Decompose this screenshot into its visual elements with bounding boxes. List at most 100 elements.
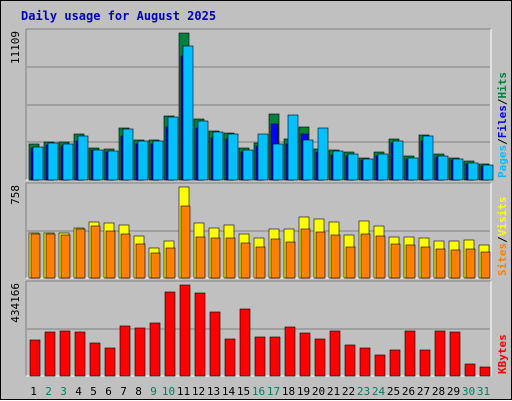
bar-pages-day-14 (227, 133, 239, 181)
bar-kbytes-day-17 (269, 336, 281, 377)
bar-sites-day-2 (45, 233, 56, 279)
legend-hits: Hits (496, 72, 509, 99)
bar-pages-day-6 (107, 150, 119, 181)
bar-sites-day-3 (60, 234, 71, 279)
bar-kbytes-day-16 (254, 336, 266, 377)
bar-kbytes-day-12 (194, 292, 206, 377)
bar-kbytes-day-23 (359, 347, 371, 377)
bar-sites-day-30 (465, 248, 476, 279)
bar-kbytes-day-22 (344, 344, 356, 377)
x-tick-day-26: 26 (402, 385, 415, 398)
bar-pages-day-13 (212, 131, 224, 181)
x-tick-day-21: 21 (327, 385, 340, 398)
bar-kbytes-day-21 (329, 330, 341, 377)
bar-sites-day-18 (285, 241, 296, 279)
bar-pages-day-21 (332, 150, 344, 181)
x-tick-day-25: 25 (387, 385, 400, 398)
bar-sites-day-9 (150, 252, 161, 279)
bar-pages-day-5 (92, 149, 104, 181)
bar-kbytes-day-8 (134, 327, 146, 377)
bar-kbytes-day-2 (44, 331, 56, 377)
legend-separator: / (496, 236, 509, 243)
bar-sites-day-14 (225, 237, 236, 279)
bar-kbytes-day-25 (389, 349, 401, 377)
x-tick-day-23: 23 (357, 385, 370, 398)
x-tick-day-5: 5 (90, 385, 97, 398)
bar-pages-day-25 (392, 140, 404, 181)
panel-hits-files-pages-ymax-label: 11109 (9, 31, 22, 64)
x-tick-day-18: 18 (282, 385, 295, 398)
x-tick-day-3: 3 (60, 385, 67, 398)
x-tick-day-7: 7 (120, 385, 127, 398)
x-tick-day-14: 14 (222, 385, 236, 398)
bar-kbytes-day-4 (74, 331, 86, 377)
x-tick-day-30: 30 (462, 385, 475, 398)
bar-pages-day-24 (377, 153, 389, 181)
bar-kbytes-day-13 (209, 311, 221, 377)
bar-sites-day-13 (210, 237, 221, 279)
bar-sites-day-24 (375, 235, 386, 279)
x-tick-day-12: 12 (192, 385, 205, 398)
bar-pages-day-31 (482, 164, 494, 181)
bar-kbytes-day-3 (59, 330, 71, 377)
bar-pages-day-7 (122, 128, 134, 181)
bar-pages-day-9 (152, 140, 164, 181)
x-tick-day-10: 10 (162, 385, 175, 398)
x-tick-day-31: 31 (477, 385, 490, 398)
bar-kbytes-day-20 (314, 338, 326, 377)
bar-sites-day-17 (270, 238, 281, 279)
bar-sites-day-28 (435, 248, 446, 279)
x-tick-day-28: 28 (432, 385, 445, 398)
bar-pages-day-11 (182, 45, 194, 181)
panel-visits-sites-ymax-label: 758 (9, 185, 22, 205)
bar-kbytes-day-29 (449, 331, 461, 377)
bar-kbytes-day-10 (164, 291, 176, 377)
x-tick-day-11: 11 (177, 385, 190, 398)
legend-kbytes: KBytes (496, 334, 509, 374)
bar-pages-day-17 (272, 143, 284, 181)
panel-hits-files-pages-legend: Pages/Files/Hits (496, 72, 509, 178)
x-tick-day-20: 20 (312, 385, 325, 398)
panel-kbytes-ymax-label: 434166 (9, 283, 22, 323)
x-tick-day-2: 2 (45, 385, 52, 398)
x-tick-day-29: 29 (447, 385, 460, 398)
bar-sites-day-16 (255, 246, 266, 279)
bar-kbytes-day-28 (434, 330, 446, 377)
bar-pages-day-2 (47, 142, 59, 181)
x-tick-day-17: 17 (267, 385, 280, 398)
bar-pages-day-22 (347, 153, 359, 181)
bar-sites-day-15 (240, 242, 251, 279)
legend-visits: Visits (496, 197, 509, 237)
panel-visits-sites-legend: Sites/Visits (496, 197, 509, 277)
bar-sites-day-8 (135, 243, 146, 279)
bar-pages-day-29 (452, 158, 464, 181)
bar-sites-day-27 (420, 246, 431, 279)
x-tick-day-15: 15 (237, 385, 250, 398)
x-tick-day-6: 6 (105, 385, 112, 398)
legend-sites: Sites (496, 243, 509, 276)
legend-separator: / (496, 98, 509, 105)
bar-kbytes-day-5 (89, 342, 101, 377)
bar-kbytes-day-1 (29, 339, 41, 377)
bar-sites-day-1 (30, 233, 41, 279)
bar-pages-day-16 (257, 133, 269, 181)
x-tick-day-13: 13 (207, 385, 220, 398)
bar-pages-day-30 (467, 162, 479, 181)
x-tick-day-9: 9 (150, 385, 157, 398)
bar-pages-day-4 (77, 135, 89, 181)
bar-sites-day-4 (75, 228, 86, 279)
x-tick-day-16: 16 (252, 385, 265, 398)
x-tick-day-22: 22 (342, 385, 355, 398)
bar-sites-day-22 (345, 246, 356, 279)
bar-sites-day-26 (405, 244, 416, 279)
bar-pages-day-1 (32, 146, 44, 181)
bar-sites-day-31 (480, 251, 491, 279)
bar-sites-day-11 (180, 205, 191, 279)
legend-files: Files (496, 105, 509, 138)
bar-sites-day-10 (165, 247, 176, 279)
bar-sites-day-7 (120, 233, 131, 279)
bar-sites-day-6 (105, 230, 116, 279)
bar-kbytes-day-18 (284, 326, 296, 377)
bar-kbytes-day-11 (179, 284, 191, 377)
